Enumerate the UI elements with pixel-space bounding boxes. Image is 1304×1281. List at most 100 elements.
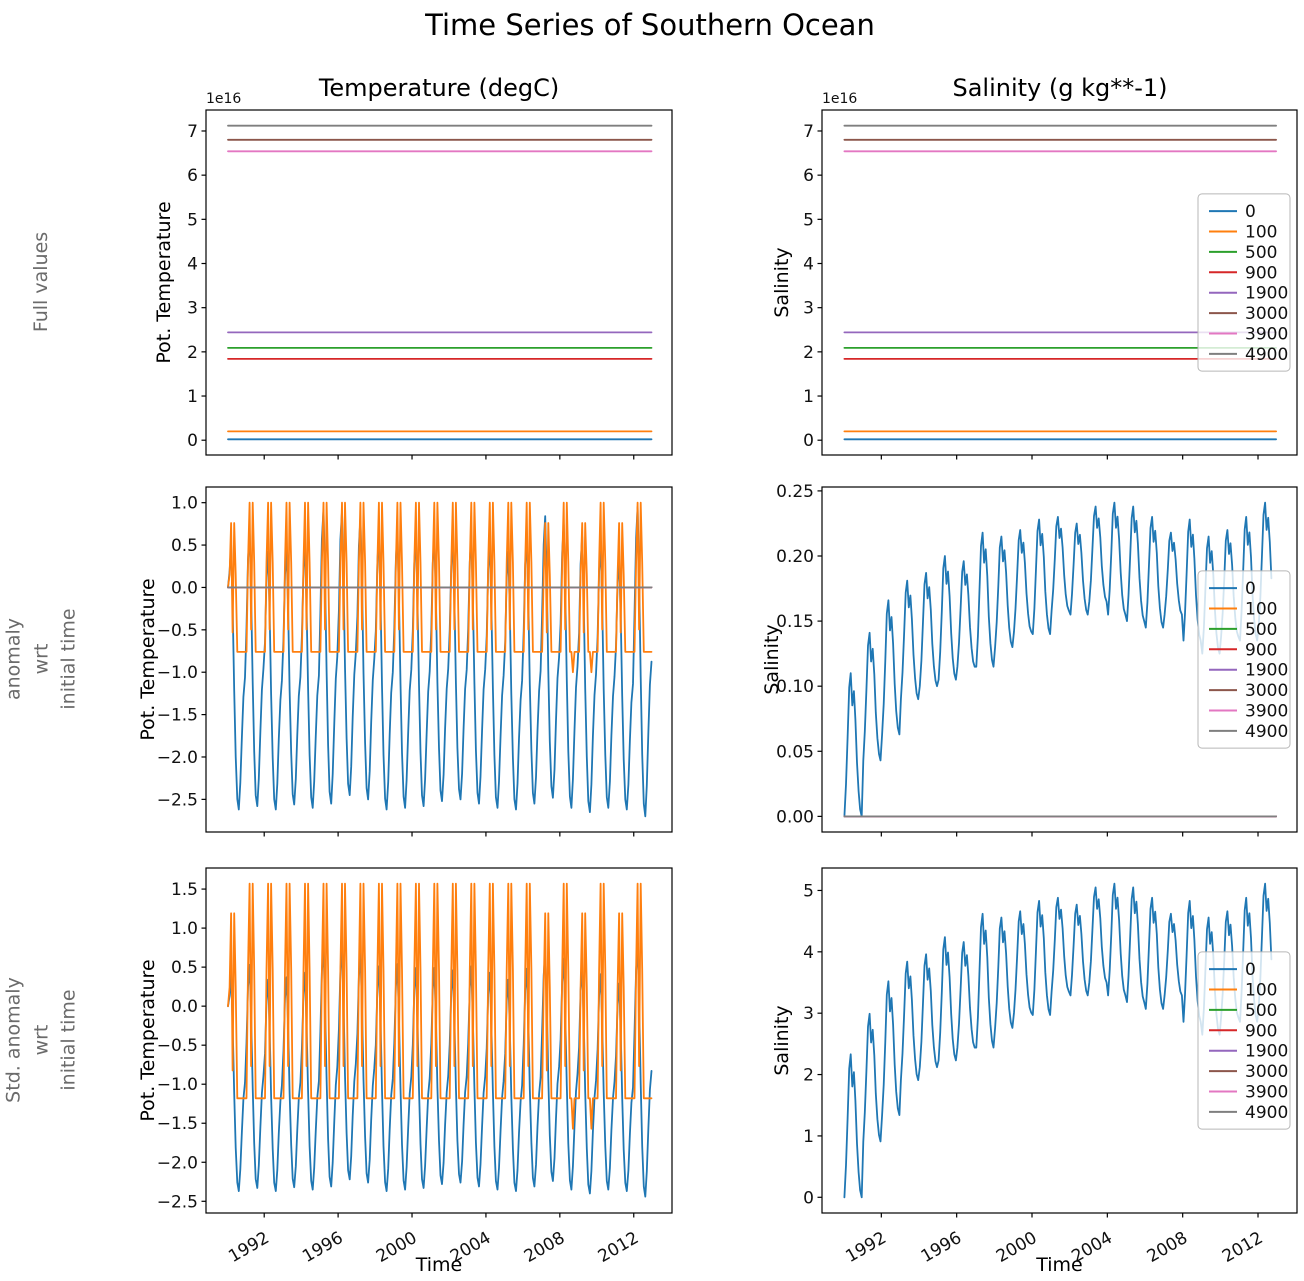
y-tick-label: 0.10 [776, 677, 814, 697]
column-title-temperature: Temperature (degC) [318, 74, 560, 102]
y-axis-label: Pot. Temperature [137, 959, 159, 1121]
y-tick-label: 0 [187, 431, 198, 451]
y-tick-label: 0.05 [776, 742, 814, 762]
y-tick-label: 7 [187, 122, 198, 142]
x-tick-label: 1996 [918, 1228, 965, 1267]
subplot-1: 012345671e16Salinity01005009001900300039… [771, 91, 1298, 460]
y-tick-label: 4 [187, 255, 198, 275]
y-tick-label: 1.0 [171, 494, 198, 514]
x-axis-label: Time [415, 1254, 463, 1276]
axes-border [205, 867, 673, 1214]
legend-label-3000: 3000 [1245, 681, 1288, 701]
y-tick-label: 1 [803, 1127, 814, 1147]
y-axis-label: Salinity [761, 624, 783, 694]
y-axis-label: Pot. Temperature [153, 201, 175, 363]
legend-label-3900: 3900 [1245, 702, 1288, 722]
x-tick-label: 2008 [521, 1228, 568, 1267]
legend-label-1900: 1900 [1245, 284, 1288, 304]
y-tick-label: 4 [803, 255, 814, 275]
y-tick-label: 0.0 [171, 578, 198, 598]
subplot-3: 0.00 0.05 0.10 0.15 0.20 0.25 Salinity 01005009… [761, 482, 1298, 837]
y-tick-label: 0.5 [171, 958, 198, 978]
x-tick-label: 1992 [225, 1228, 272, 1267]
y-tick-label: −0.5 [157, 621, 198, 641]
legend-label-100: 100 [1245, 223, 1277, 243]
subplot-2: −2.5 −2.0 −1.5 −1.0 −0.5 0.0 0.5 1.0 Pot. Temper… [137, 486, 673, 837]
axis-offset-text: 1e16 [822, 91, 857, 107]
legend-label-100: 100 [1245, 600, 1277, 620]
y-tick-label: 2 [803, 343, 814, 363]
plot-area [843, 501, 1277, 818]
subplot-5: 1992 1996 2000 2004 2008 2012012345SalinityTi… [771, 867, 1298, 1276]
y-tick-label: −2.0 [157, 748, 198, 768]
figure-title: Time Series of Southern Ocean [425, 8, 875, 42]
y-axis-label: Pot. Temperature [137, 578, 159, 740]
legend-label-4900: 4900 [1245, 345, 1288, 365]
legend-label-3900: 3900 [1245, 325, 1288, 345]
series-line-100 [227, 882, 653, 1130]
y-tick-label: 3 [187, 299, 198, 319]
y-tick-label: 0.00 [776, 807, 814, 827]
y-tick-label: 0.25 [776, 482, 814, 502]
legend-label-4900: 4900 [1245, 722, 1288, 742]
x-tick-label: 2008 [1144, 1228, 1191, 1267]
y-tick-label: 5 [803, 210, 814, 230]
y-tick-label: 0 [803, 431, 814, 451]
y-tick-label: −1.5 [157, 1114, 198, 1134]
plot-area [227, 501, 653, 818]
x-tick-label: 2000 [993, 1228, 1040, 1267]
legend-label-100: 100 [1245, 981, 1277, 1001]
y-tick-label: 3 [803, 299, 814, 319]
y-tick-label: −2.5 [157, 790, 198, 810]
y-tick-label: −1.0 [157, 663, 198, 683]
y-tick-label: −0.5 [157, 1036, 198, 1056]
legend-label-3900: 3900 [1245, 1083, 1288, 1103]
legend-label-0: 0 [1245, 202, 1256, 222]
y-tick-label: −1.5 [157, 706, 198, 726]
y-tick-label: 3 [803, 1004, 814, 1024]
y-tick-label: −1.0 [157, 1075, 198, 1095]
y-tick-label: 1 [187, 387, 198, 407]
legend-box [1197, 193, 1291, 372]
y-tick-label: 1 [803, 387, 814, 407]
x-axis-label: Time [1035, 1254, 1083, 1276]
legend-label-900: 900 [1245, 263, 1277, 283]
axes-border [821, 109, 1298, 456]
subplot-0: 0 1 2 3 4 5 6 7 1e16 Pot. Temperature [153, 91, 673, 460]
x-tick-label: 1996 [299, 1228, 346, 1267]
legend-label-3000: 3000 [1245, 304, 1288, 324]
y-tick-label: 2 [187, 343, 198, 363]
y-tick-label: 0.20 [776, 547, 814, 567]
axis-offset-text: 1e16 [206, 91, 241, 107]
y-tick-label: −2.5 [157, 1192, 198, 1212]
subplot-4: 1992 1996 2000 2004 2008 2012−2.5−2.0−1.5−1.0… [137, 867, 673, 1276]
y-tick-label: 0.15 [776, 612, 814, 632]
column-title-salinity: Salinity (g kg**-1) [952, 74, 1168, 102]
y-tick-label: 7 [803, 122, 814, 142]
legend-box [1197, 570, 1291, 749]
legend-label-500: 500 [1245, 1001, 1277, 1021]
y-axis-label: Salinity [771, 1005, 793, 1075]
y-tick-label: 4 [803, 943, 814, 963]
legend-label-900: 900 [1245, 640, 1277, 660]
axes-border [821, 486, 1298, 833]
x-tick-label: 2012 [595, 1228, 642, 1267]
legend-label-900: 900 [1245, 1021, 1277, 1041]
legend-label-1900: 1900 [1245, 1042, 1288, 1062]
plot-area [227, 124, 653, 441]
axes-border [205, 486, 673, 833]
y-axis-label: Salinity [771, 247, 793, 317]
legend-label-1900: 1900 [1245, 661, 1288, 681]
plot-area [227, 882, 653, 1198]
x-tick-label: 1992 [842, 1228, 889, 1267]
axes-border [821, 867, 1298, 1214]
legend-box [1197, 951, 1291, 1130]
y-tick-label: 5 [187, 210, 198, 230]
y-tick-label: 5 [803, 881, 814, 901]
y-tick-label: 1.5 [171, 880, 198, 900]
x-tick-label: 2000 [373, 1228, 420, 1267]
